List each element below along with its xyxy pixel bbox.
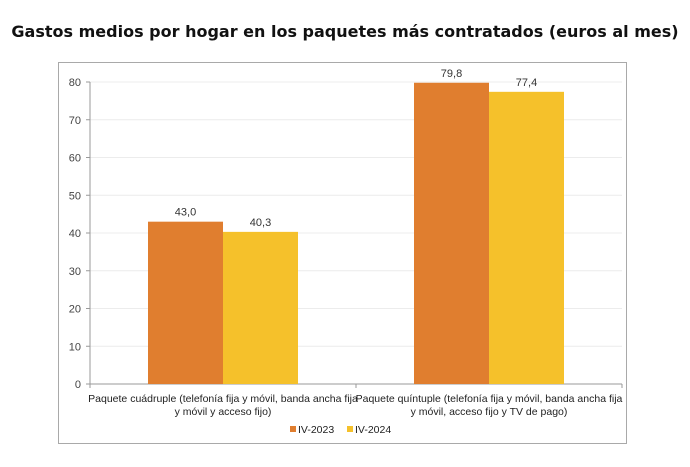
legend-label: IV-2024 bbox=[355, 424, 391, 436]
x-category-label: y móvil y acceso fijo) bbox=[175, 406, 272, 418]
bar-iv-2023 bbox=[148, 221, 223, 384]
x-category-label: y móvil, acceso fijo y TV de pago) bbox=[411, 406, 568, 418]
data-label: 40,3 bbox=[250, 217, 271, 229]
chart-title: Gastos medios por hogar en los paquetes … bbox=[11, 22, 679, 41]
legend-label: IV-2023 bbox=[298, 424, 334, 436]
legend-swatch bbox=[290, 426, 296, 432]
bar-iv-2024 bbox=[223, 231, 298, 384]
data-label: 43,0 bbox=[175, 207, 196, 219]
y-tick-label: 60 bbox=[69, 153, 81, 165]
y-tick-label: 80 bbox=[69, 77, 81, 89]
y-tick-label: 10 bbox=[69, 341, 81, 353]
chart-frame bbox=[58, 62, 627, 444]
y-tick-label: 50 bbox=[69, 190, 81, 202]
bar-iv-2023 bbox=[414, 82, 489, 384]
data-label: 79,8 bbox=[441, 68, 462, 80]
x-category-label: Paquete quíntuple (telefonía fija y móvi… bbox=[356, 393, 623, 405]
y-tick-label: 20 bbox=[69, 304, 81, 316]
bar-iv-2024 bbox=[489, 91, 564, 384]
y-tick-label: 30 bbox=[69, 266, 81, 278]
y-tick-label: 40 bbox=[69, 228, 81, 240]
data-label: 77,4 bbox=[516, 77, 537, 89]
legend-swatch bbox=[347, 426, 353, 432]
x-category-label: Paquete cuádruple (telefonía fija y móvi… bbox=[88, 393, 358, 405]
y-tick-label: 70 bbox=[69, 115, 81, 127]
y-tick-label: 0 bbox=[75, 379, 81, 391]
